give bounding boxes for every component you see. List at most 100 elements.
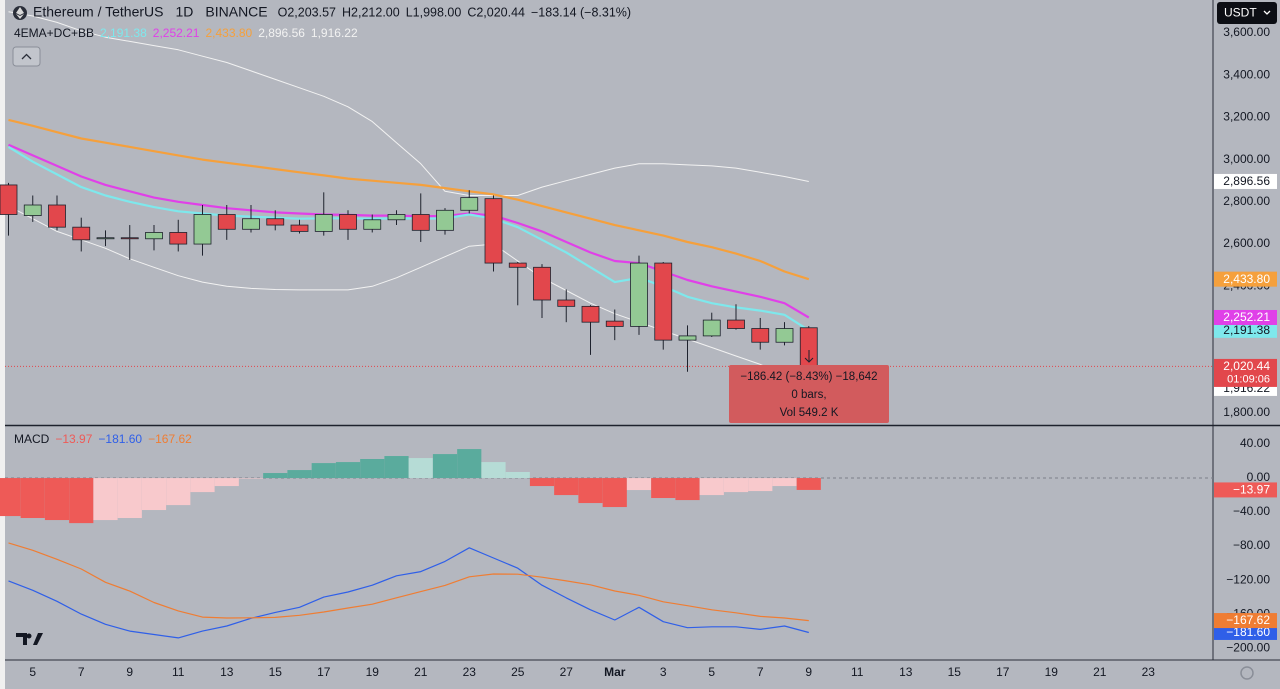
histogram-bar <box>141 478 167 511</box>
candle-body <box>339 214 357 230</box>
candle-body <box>145 232 163 240</box>
histogram-tag-bg <box>1214 482 1277 498</box>
macd-tag: −181.60 <box>1226 625 1270 639</box>
x-tick-label: 15 <box>269 665 283 679</box>
x-tick-label: 15 <box>948 665 962 679</box>
x-tick-label: 5 <box>29 665 36 679</box>
interval: 1D <box>175 4 193 20</box>
histogram-bar <box>602 478 627 508</box>
symbol-name: Ethereum / TetherUS <box>33 4 163 20</box>
x-tick-label: 21 <box>414 665 428 679</box>
candle-body <box>23 204 42 216</box>
histogram-tag: −13.97 <box>1233 483 1270 497</box>
x-tick-label: 9 <box>805 665 812 679</box>
y-tick-label: −120.00 <box>1226 572 1270 586</box>
settings-icon[interactable] <box>1240 666 1254 680</box>
x-tick-label: Mar <box>604 665 626 679</box>
histogram-bar <box>675 478 700 501</box>
macd-legend: MACD −13.97 −181.60 −167.62 <box>14 432 192 446</box>
x-tick-label: 19 <box>366 665 380 679</box>
macd-value: −181.60 <box>98 432 142 446</box>
candle-body <box>387 214 406 221</box>
exchange: BINANCE <box>205 4 267 20</box>
histogram-bar <box>505 472 530 479</box>
x-tick-label: 19 <box>1045 665 1059 679</box>
x-tick-label: 11 <box>851 665 864 679</box>
indicator-tag: 2,433.80 <box>1223 272 1270 286</box>
indicator-value: 2,252.21 <box>153 26 200 40</box>
histogram-bar <box>263 473 288 479</box>
macd-value: −167.62 <box>148 432 192 446</box>
left-edge <box>0 0 5 689</box>
price-change: −183.14 (−8.31%) <box>531 5 631 19</box>
last-price-tag: 2,020.44 <box>1223 359 1270 373</box>
histogram-bar <box>796 478 821 490</box>
macd-title: MACD <box>14 432 50 446</box>
candle-body <box>605 320 624 327</box>
x-tick-label: 5 <box>708 665 715 679</box>
histogram-bar <box>20 478 45 519</box>
indicator-value: 2,191.38 <box>100 26 147 40</box>
candle-body <box>557 299 576 307</box>
indicator-line <box>8 11 809 196</box>
indicator-tag: 2,252.21 <box>1223 310 1270 324</box>
symbol-icon-glyph <box>16 7 24 19</box>
collapse-button[interactable] <box>12 46 41 67</box>
x-tick-label: 9 <box>126 665 133 679</box>
candle-body <box>96 237 115 240</box>
histogram-bar <box>117 478 142 519</box>
ohlc-value: C2,020.44 <box>467 5 525 19</box>
x-tick-label: 7 <box>757 665 764 679</box>
histogram-bar <box>93 478 118 521</box>
ohlc-value: O2,203.57 <box>278 5 336 19</box>
currency-selector[interactable] <box>1217 2 1277 24</box>
indicator-value: 2,896.56 <box>258 26 305 40</box>
candle-body <box>217 214 236 230</box>
logo <box>16 633 43 645</box>
indicator-tag-bg <box>1214 322 1277 338</box>
candle-body <box>436 209 454 231</box>
collapse-icon <box>21 53 32 60</box>
indicator-tag-bg <box>1214 309 1277 325</box>
histogram-bar <box>360 459 385 479</box>
histogram-bar <box>699 478 724 496</box>
histogram-bar <box>44 478 70 521</box>
histogram-bar <box>408 458 433 479</box>
indicator-values: 2,191.38 2,252.21 2,433.80 2,896.56 1,916.22 <box>100 26 358 40</box>
x-tick-label: 13 <box>220 665 234 679</box>
candle-body <box>48 204 66 228</box>
indicator-tag: 2,191.38 <box>1223 323 1270 337</box>
histogram-bar <box>481 462 506 479</box>
x-tick-label: 23 <box>463 665 477 679</box>
y-tick-label: −80.00 <box>1233 538 1270 552</box>
y-tick-label: 3,200.00 <box>1223 110 1270 124</box>
measure-volume: Vol 549.2 K <box>780 407 839 419</box>
indicator-tag-bg <box>1214 173 1277 189</box>
indicator-tag-bg <box>1214 271 1277 287</box>
indicator-name: 4EMA+DC+BB <box>14 26 94 40</box>
candle-body <box>702 319 721 337</box>
histogram-bar <box>578 478 603 504</box>
candle-body <box>775 328 794 343</box>
x-tick-label: 27 <box>560 665 574 679</box>
candle-body <box>0 184 18 215</box>
x-tick-label: 25 <box>511 665 525 679</box>
histogram-bar <box>748 478 773 492</box>
candle-body <box>484 198 503 264</box>
macd-tag-bg <box>1214 613 1277 629</box>
y-tick-label: 40.00 <box>1240 436 1270 450</box>
candle-body <box>72 226 91 241</box>
measure-box <box>729 365 889 423</box>
histogram-bar <box>651 478 676 499</box>
histogram-bar <box>384 456 409 479</box>
histogram-bar <box>69 478 94 524</box>
y-tick-label: −200.00 <box>1226 640 1270 654</box>
measure-arrow <box>804 350 814 363</box>
histogram-bar <box>457 449 482 479</box>
indicator-line <box>8 205 810 389</box>
candle-body <box>533 266 551 301</box>
histogram-bar <box>772 478 797 487</box>
candle-body <box>120 237 139 240</box>
countdown: 01:09:06 <box>1227 373 1270 385</box>
y-tick-label: 2,600.00 <box>1223 236 1270 250</box>
